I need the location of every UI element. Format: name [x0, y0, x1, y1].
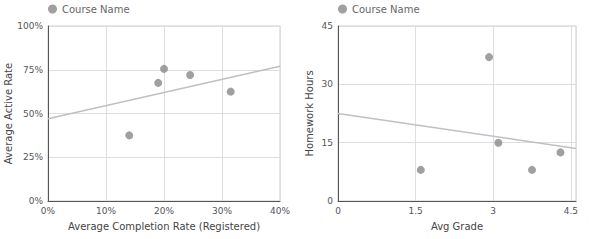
svg-text:Course Name: Course Name: [352, 4, 420, 15]
svg-text:Average Active Rate: Average Active Rate: [3, 63, 14, 164]
svg-text:40%: 40%: [270, 206, 290, 216]
svg-text:Average Completion Rate (Regis: Average Completion Rate (Registered): [68, 221, 260, 232]
svg-text:75%: 75%: [23, 65, 43, 75]
svg-text:100%: 100%: [17, 21, 43, 31]
svg-text:30: 30: [322, 79, 334, 89]
svg-text:3: 3: [490, 206, 496, 216]
svg-text:Course Name: Course Name: [62, 4, 130, 15]
svg-text:10%: 10%: [96, 206, 116, 216]
svg-text:20%: 20%: [154, 206, 174, 216]
svg-text:0: 0: [327, 196, 333, 206]
svg-text:4.5: 4.5: [564, 206, 578, 216]
svg-text:0%: 0%: [41, 206, 56, 216]
svg-text:25%: 25%: [23, 152, 43, 162]
svg-text:15: 15: [322, 138, 333, 148]
svg-text:1.5: 1.5: [408, 206, 422, 216]
svg-text:45: 45: [322, 21, 333, 31]
svg-text:0%: 0%: [29, 196, 44, 206]
svg-text:0: 0: [335, 206, 341, 216]
svg-text:50%: 50%: [23, 109, 43, 119]
svg-text:Homework Hours: Homework Hours: [304, 70, 315, 156]
svg-text:Avg Grade: Avg Grade: [431, 221, 483, 232]
svg-text:30%: 30%: [212, 206, 232, 216]
